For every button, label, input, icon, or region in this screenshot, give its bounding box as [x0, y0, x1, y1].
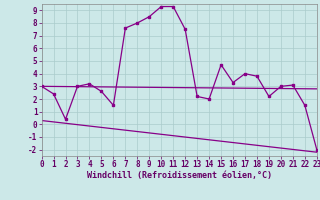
X-axis label: Windchill (Refroidissement éolien,°C): Windchill (Refroidissement éolien,°C) [87, 171, 272, 180]
